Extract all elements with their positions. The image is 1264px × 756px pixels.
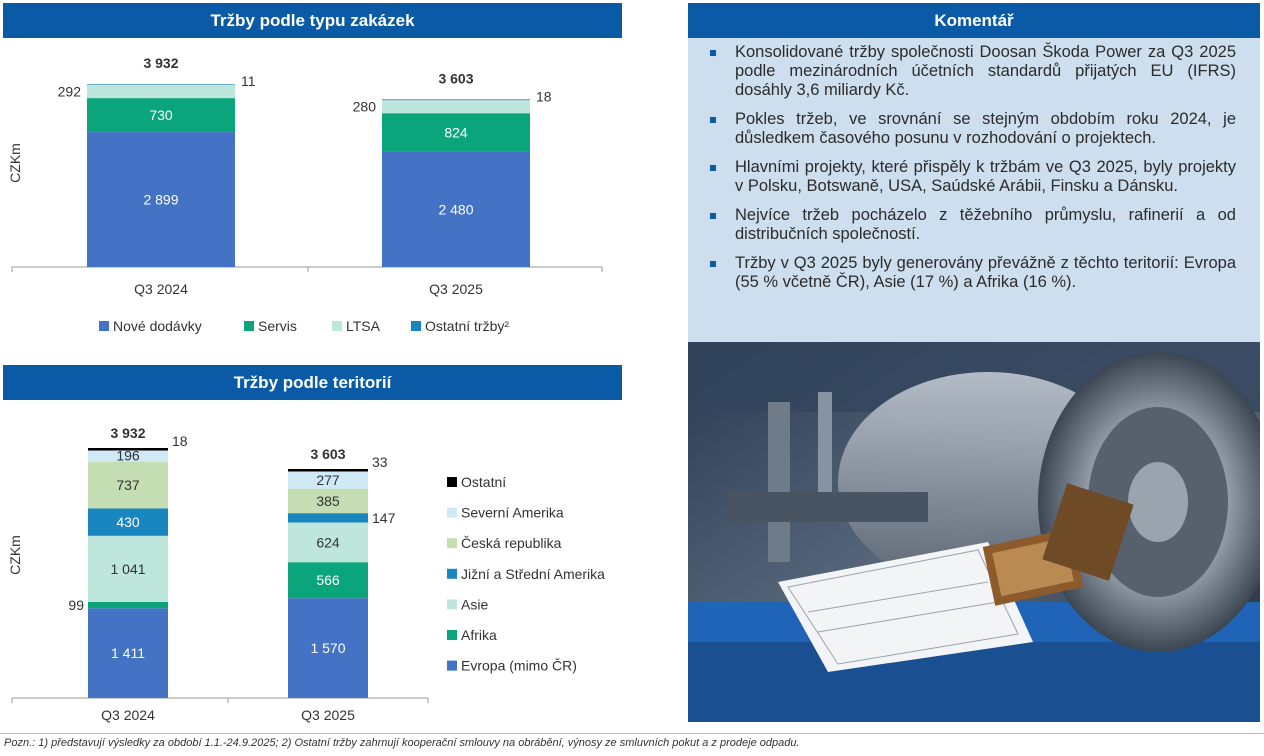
legend-swatch (332, 321, 342, 331)
comment-bullet: Nejvíce tržeb pocházelo z těžebního prům… (710, 206, 1236, 244)
data-label: 18 (172, 433, 188, 449)
bar-segment (382, 151, 530, 267)
total-label: 3 932 (110, 425, 145, 441)
legend-swatch (99, 321, 109, 331)
legend-label: Ostatní tržby² (425, 318, 509, 334)
data-label: 99 (68, 597, 84, 613)
legend-label: Asie (461, 596, 488, 612)
comment-box: Konsolidované tržby společnosti Doosan Š… (688, 38, 1260, 342)
total-label: 3 932 (143, 55, 178, 71)
bar-segment (288, 522, 368, 563)
data-label: 430 (116, 514, 140, 530)
y-axis-label: CZKm (7, 143, 23, 183)
legend-swatch (447, 630, 457, 640)
data-label: 624 (316, 534, 340, 550)
legend-swatch (447, 507, 457, 518)
data-label: 730 (149, 107, 173, 123)
bar-segment (87, 132, 235, 267)
data-label: 280 (353, 99, 377, 115)
comment-title: Komentář (934, 10, 1014, 30)
data-label: 196 (116, 447, 140, 463)
types-chart: CZKm 2 899 730 292 11 3 932 Q3 2024 2 480 824 280… (7, 55, 603, 334)
data-label: 18 (536, 88, 552, 104)
comment-bullet: Konsolidované tržby společnosti Doosan Š… (710, 43, 1236, 100)
bar-segment (88, 535, 168, 602)
turbine-photo (688, 342, 1260, 722)
data-label: 1 411 (111, 645, 145, 661)
footnote: Pozn.: 1) představují výsledky za období… (4, 737, 800, 749)
legend-label: Nové dodávky (113, 318, 202, 334)
data-label: 11 (241, 73, 256, 89)
legend-label: Jižní a Střední Amerika (461, 566, 605, 582)
bar-segment (288, 598, 368, 698)
total-label: 3 603 (438, 70, 473, 86)
data-label: 1 041 (110, 561, 145, 577)
bar-segment (288, 513, 368, 523)
types-chart-header: Tržby podle typu zakázek (3, 3, 622, 38)
bar-segment (88, 608, 168, 698)
bar-segment (288, 562, 368, 599)
y-axis-label: CZKm (7, 535, 23, 575)
comment-header: Komentář (688, 3, 1260, 38)
data-label: 2 899 (143, 192, 178, 208)
category-label: Q3 2025 (301, 707, 355, 723)
footnote-divider (0, 733, 1264, 734)
territories-chart: CZKm 1 411 99 1 041 430 737 196 18 3 932 Q3 2024 1… (7, 425, 605, 723)
bar-segment (87, 98, 235, 133)
bar-segment (288, 471, 368, 489)
legend-swatch (244, 321, 254, 331)
bar-segment (87, 84, 235, 85)
category-label: Q3 2025 (429, 281, 483, 297)
bar-segment (382, 99, 530, 101)
data-label: 147 (372, 510, 396, 526)
legend-swatch (447, 599, 457, 610)
territories-chart-title: Tržby podle teritorií (233, 372, 392, 392)
legend-label: Ostatní (461, 474, 506, 490)
data-label: 824 (444, 124, 468, 140)
legend-label: Severní Amerika (461, 505, 564, 521)
legend-label: Evropa (mimo ČR) (461, 658, 577, 674)
comment-bullet: Pokles tržeb, ve srovnání se stejným obd… (710, 110, 1236, 148)
comment-bullet: Tržby v Q3 2025 byly generovány převážně… (710, 254, 1236, 292)
category-label: Q3 2024 (134, 281, 188, 297)
category-label: Q3 2024 (101, 707, 155, 723)
data-label: 1 570 (310, 640, 345, 656)
bar-segment (87, 84, 235, 99)
total-label: 3 603 (310, 446, 345, 462)
bar-segment (88, 601, 168, 609)
bar-segment (88, 449, 168, 462)
legend-label: Servis (258, 318, 297, 334)
data-label: 385 (316, 493, 340, 509)
legend-label: Afrika (461, 627, 497, 643)
types-chart-title: Tržby podle typu zakázek (210, 10, 415, 30)
data-label: 566 (316, 572, 340, 588)
data-label: 33 (372, 454, 388, 470)
bar-segment (382, 113, 530, 152)
bar-segment (382, 100, 530, 114)
comment-list: Konsolidované tržby společnosti Doosan Š… (710, 43, 1236, 292)
bar-segment (88, 461, 168, 509)
data-label: 2 480 (438, 201, 473, 217)
data-label: 277 (316, 472, 340, 488)
bar-segment (88, 508, 168, 536)
legend-swatch (447, 568, 457, 579)
bar-segment (288, 488, 368, 514)
data-label: 292 (58, 83, 82, 99)
data-label: 737 (116, 477, 140, 493)
comment-bullet: Hlavními projekty, které přispěly k tržb… (710, 158, 1236, 196)
legend-swatch (411, 321, 421, 331)
legend-swatch (447, 477, 457, 487)
territories-chart-header: Tržby podle teritorií (3, 365, 622, 400)
bar-segment (288, 468, 368, 472)
bar-segment (88, 448, 168, 451)
legend-swatch (447, 660, 457, 671)
legend-swatch (447, 538, 457, 549)
legend-label: LTSA (346, 318, 381, 334)
legend-label: Česká republika (461, 535, 562, 551)
